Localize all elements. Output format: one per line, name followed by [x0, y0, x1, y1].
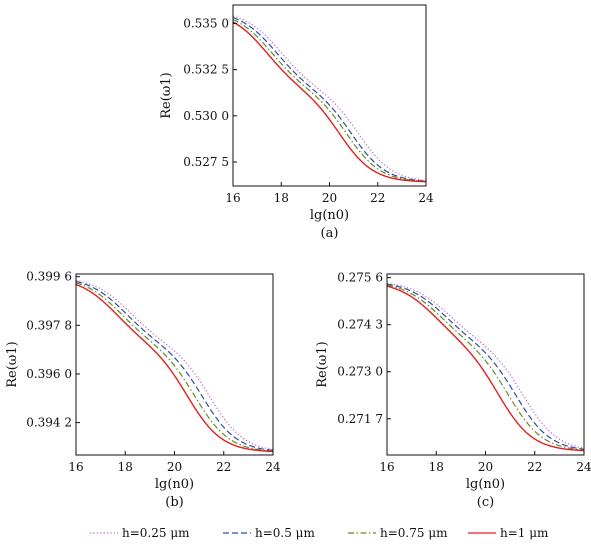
series-line-1: [233, 15, 426, 182]
y-tick-label: 0.530 0: [183, 109, 229, 123]
legend: h=0.25 μm h=0.5 μm h=0.75 μm h=1 μm: [90, 526, 549, 540]
y-axis-label: Re(ω1): [159, 72, 174, 119]
y-tick-label: 0.532 5: [183, 63, 229, 77]
x-tick-label: 24: [418, 191, 434, 205]
axes-frame: [232, 4, 427, 187]
legend-label: h=0.75 μm: [380, 526, 448, 540]
x-tick-label: 22: [527, 460, 542, 474]
x-tick-label: 24: [265, 460, 281, 474]
x-tick-label: 18: [274, 191, 289, 205]
axes-frame: [75, 273, 274, 456]
y-tick-label: 0.271 7: [337, 412, 383, 426]
x-axis-label: lg(n0): [310, 208, 349, 223]
x-tick-label: 20: [167, 460, 182, 474]
series-line-3: [233, 19, 426, 183]
panel-label: (c): [477, 495, 494, 510]
x-axis-label: lg(n0): [155, 477, 194, 492]
y-tick-label: 0.273 0: [337, 365, 383, 379]
y-axis-label: Re(ω1): [5, 341, 20, 388]
series-line-1: [76, 279, 273, 451]
legend-label: h=0.5 μm: [255, 526, 315, 540]
x-tick-label: 16: [379, 460, 394, 474]
series-line-1: [387, 282, 584, 449]
chart-panel-c: 16 18 20 22 24 0.271 7 0.273 0 0.274 3 0.275 6 lg…: [315, 271, 591, 510]
chart-panel-b: 16 18 20 22 24 0.394 2 0.396 0 0.397 8 0.399 6 lg…: [5, 270, 281, 510]
y-tick-label: 0.399 6: [26, 270, 72, 284]
x-tick-label: 16: [68, 460, 83, 474]
series-line-4: [233, 21, 426, 183]
series-line-4: [387, 285, 584, 452]
series-line-3: [387, 284, 584, 451]
panel-label: (a): [321, 226, 339, 241]
x-tick-label: 18: [118, 460, 133, 474]
y-tick-label: 0.535 0: [183, 16, 229, 30]
x-tick-label: 20: [478, 460, 493, 474]
series-line-2: [233, 17, 426, 182]
y-tick-label: 0.396 0: [26, 367, 72, 381]
x-tick-label: 22: [370, 191, 385, 205]
chart-panel-a: 16 18 20 22 24 0.527 5 0.530 0 0.532 5 0.535 0 lg…: [159, 4, 434, 241]
legend-label: h=0.25 μm: [122, 526, 190, 540]
series-line-4: [76, 283, 273, 453]
x-axis-label: lg(n0): [466, 477, 505, 492]
legend-label: h=1 μm: [500, 526, 549, 540]
x-tick-label: 18: [429, 460, 444, 474]
y-tick-label: 0.397 8: [26, 318, 72, 332]
x-tick-label: 24: [576, 460, 591, 474]
y-tick-label: 0.274 3: [337, 318, 383, 332]
y-tick-label: 0.275 6: [337, 271, 383, 285]
y-tick-label: 0.394 2: [26, 416, 72, 430]
x-tick-label: 20: [322, 191, 337, 205]
panel-label: (b): [165, 495, 183, 510]
series-line-2: [387, 283, 584, 450]
x-tick-label: 22: [216, 460, 231, 474]
y-axis-label: Re(ω1): [315, 341, 330, 388]
x-tick-label: 16: [225, 191, 240, 205]
series-line-3: [76, 282, 273, 452]
series-line-2: [76, 280, 273, 452]
y-tick-label: 0.527 5: [183, 155, 229, 169]
